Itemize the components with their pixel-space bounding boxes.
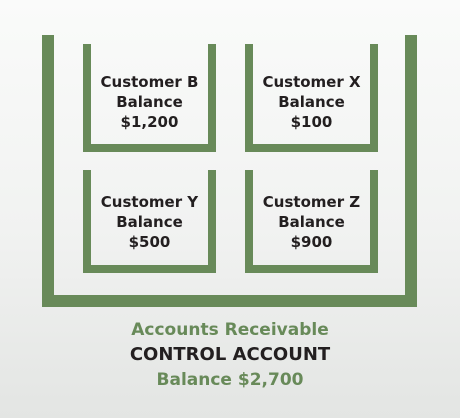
customer-balance-amount: $1,200: [120, 113, 179, 131]
customer-box-right-wall: [370, 44, 378, 152]
customer-balance-amount: $500: [128, 233, 171, 251]
customer-box-floor: [245, 265, 378, 273]
customer-box-floor: [83, 265, 216, 273]
customer-name: Customer Y: [100, 193, 199, 211]
customer-box-left-wall: [245, 44, 253, 152]
control-account-sublabel: CONTROL ACCOUNT: [129, 344, 331, 365]
customer-name: Customer X: [262, 73, 361, 91]
customer-box-text: Customer Y Balance $500: [91, 192, 208, 252]
control-account-left-wall: [42, 35, 54, 307]
customer-name: Customer Z: [262, 193, 361, 211]
customer-box-floor: [245, 144, 378, 152]
customer-box-text: Customer B Balance $1,200: [91, 72, 208, 132]
control-account-right-wall: [405, 35, 417, 307]
customer-balance-amount: $900: [290, 233, 333, 251]
customer-balance-amount: $100: [290, 113, 333, 131]
customer-name: Customer B: [100, 73, 199, 91]
customer-box-right-wall: [208, 170, 216, 273]
customer-box-left-wall: [83, 170, 91, 273]
control-account-floor: [42, 295, 417, 307]
customer-box-text: Customer Z Balance $900: [253, 192, 370, 252]
customer-balance-label: Balance: [278, 213, 345, 231]
customer-box-right-wall: [208, 44, 216, 152]
customer-balance-label: Balance: [278, 93, 345, 111]
customer-balance-label: Balance: [116, 213, 183, 231]
control-account-label: Accounts Receivable: [131, 320, 329, 340]
customer-box-left-wall: [245, 170, 253, 273]
customer-box-text: Customer X Balance $100: [253, 72, 370, 132]
customer-box-right-wall: [370, 170, 378, 273]
control-account-balance: Balance $2,700: [156, 370, 304, 390]
customer-balance-label: Balance: [116, 93, 183, 111]
customer-box-left-wall: [83, 44, 91, 152]
customer-box-floor: [83, 144, 216, 152]
